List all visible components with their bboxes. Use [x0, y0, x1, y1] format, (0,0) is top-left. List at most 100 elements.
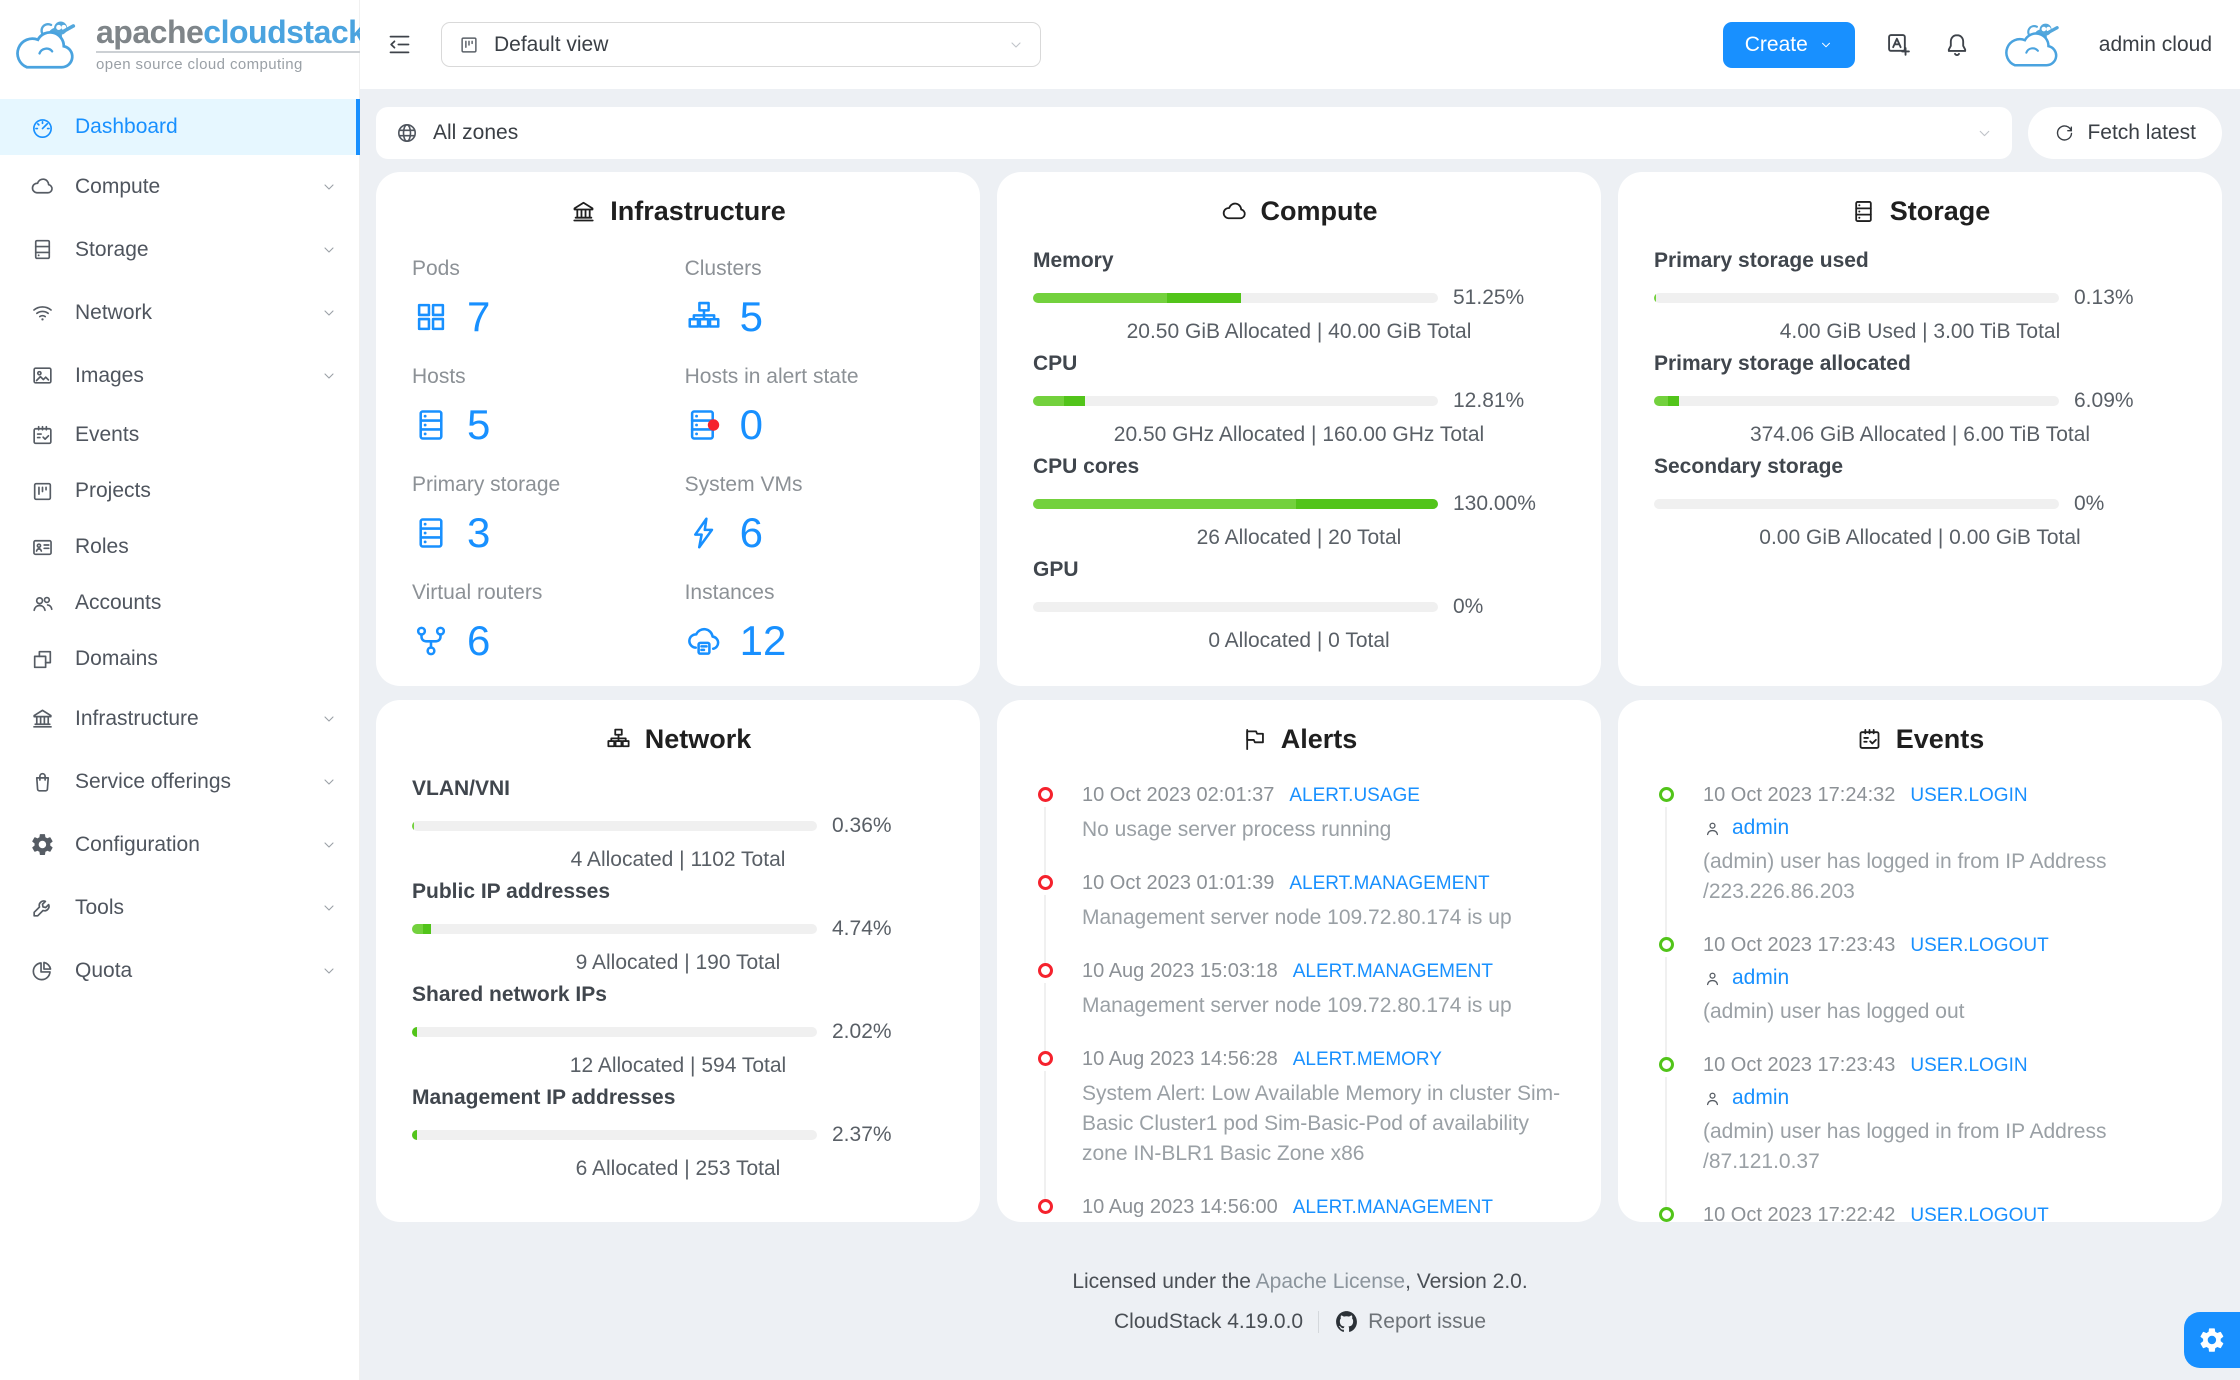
chevron-down-icon: [321, 242, 337, 258]
sidebar-item-roles[interactable]: Roles: [0, 519, 359, 575]
sidebar-item-images[interactable]: Images: [0, 344, 359, 407]
stat-value[interactable]: 0: [685, 404, 763, 446]
brand-logo[interactable]: apachecloudstack™ open source cloud comp…: [0, 0, 378, 89]
username[interactable]: admin cloud: [2098, 32, 2212, 56]
topbar-actions: Create admin cloud: [1722, 20, 2212, 70]
timeline-user[interactable]: admin: [1703, 966, 2186, 990]
settings-fab-button[interactable]: [2184, 1312, 2240, 1368]
license-suffix: , Version 2.0.: [1405, 1270, 1528, 1293]
user-link[interactable]: admin: [1732, 816, 1790, 839]
timeline-tag-link[interactable]: ALERT.MANAGEMENT: [1292, 1197, 1493, 1218]
sidebar-item-storage[interactable]: Storage: [0, 218, 359, 281]
user-link[interactable]: admin: [1732, 966, 1790, 989]
stat-value[interactable]: 6: [412, 620, 490, 662]
fetch-latest-button[interactable]: Fetch latest: [2028, 107, 2222, 159]
cloud-icon: [1221, 198, 1248, 225]
sidebar-item-configuration[interactable]: Configuration: [0, 813, 359, 876]
sidebar-item-dashboard[interactable]: Dashboard: [0, 99, 360, 155]
progress-bar: [412, 1130, 817, 1140]
metric-cpu-cores: CPU cores 130.00% 26 Allocated | 20 Tota…: [1033, 455, 1565, 550]
zone-select[interactable]: All zones: [376, 107, 2013, 159]
sidebar-item-projects[interactable]: Projects: [0, 463, 359, 519]
timeline-dot-icon: [1038, 787, 1053, 802]
network-card: Network VLAN/VNI 0.36% 4 Allocated | 110…: [376, 700, 980, 1222]
timeline-tag-link[interactable]: ALERT.MANAGEMENT: [1289, 873, 1490, 894]
metric-label: Management IP addresses: [412, 1086, 676, 1109]
database-icon: [1850, 198, 1877, 225]
sidebar-item-network[interactable]: Network: [0, 281, 359, 344]
timeline-user[interactable]: admin: [1703, 1086, 2186, 1110]
metric-label: GPU: [1033, 558, 1079, 581]
sidebar-item-domains[interactable]: Domains: [0, 631, 359, 687]
sidebar-item-compute[interactable]: Compute: [0, 155, 359, 218]
menu-fold-icon[interactable]: [386, 31, 413, 58]
network-card-title: Network: [412, 724, 944, 755]
apache-license-link[interactable]: Apache License: [1255, 1270, 1406, 1293]
timeline-tag-link[interactable]: ALERT.MEMORY: [1292, 1049, 1442, 1070]
sidebar-item-label: Service offerings: [75, 769, 232, 793]
timeline-dot-icon: [1659, 1057, 1674, 1072]
progress-bar: [1033, 293, 1438, 303]
report-issue-link[interactable]: Report issue: [1334, 1309, 1486, 1334]
stat-value[interactable]: 5: [412, 404, 490, 446]
stat-hosts-in-alert-state: Hosts in alert state 0: [685, 365, 944, 446]
progress-bar: [1654, 499, 2059, 509]
metric-public-ip-addresses: Public IP addresses 4.74% 9 Allocated | …: [412, 880, 944, 975]
progress-bar: [412, 924, 817, 934]
progress-bar: [1033, 396, 1438, 406]
appstore-icon: [412, 298, 450, 336]
stat-value[interactable]: 3: [412, 512, 490, 554]
notifications-bell-icon[interactable]: [1943, 31, 1971, 59]
progress-fill: [412, 821, 415, 831]
chevron-down-icon: [321, 305, 337, 321]
view-select[interactable]: Default view: [441, 22, 1041, 67]
timeline-tag-link[interactable]: USER.LOGIN: [1910, 785, 2028, 806]
stat-clusters: Clusters 5: [685, 257, 944, 338]
stat-label: Clusters: [684, 257, 762, 280]
sidebar-item-infrastructure[interactable]: Infrastructure: [0, 687, 359, 750]
stat-hosts: Hosts 5: [412, 365, 677, 446]
timeline-tag-link[interactable]: ALERT.USAGE: [1289, 785, 1420, 806]
chevron-down-icon: [1819, 38, 1833, 52]
sidebar-item-service-offerings[interactable]: Service offerings: [0, 750, 359, 813]
timeline-tag-link[interactable]: USER.LOGOUT: [1910, 935, 2049, 956]
schedule-icon: [30, 423, 55, 448]
footer: Licensed under the Apache License, Versi…: [360, 1222, 2240, 1334]
stat-pods: Pods 7: [412, 257, 677, 338]
timeline-tag-link[interactable]: ALERT.MANAGEMENT: [1292, 961, 1493, 982]
timeline-time: 10 Oct 2023 17:24:32: [1703, 784, 1896, 806]
timeline-tag-link[interactable]: USER.LOGOUT: [1910, 1205, 2049, 1222]
user-icon: [1703, 819, 1722, 838]
metric-percent: 0.13%: [2074, 286, 2134, 309]
timeline-tag-link[interactable]: USER.LOGIN: [1910, 1055, 2028, 1076]
storage-card-title: Storage: [1654, 196, 2186, 227]
metric-label: Primary storage used: [1654, 249, 1869, 272]
create-button[interactable]: Create: [1722, 21, 1855, 68]
stat-value[interactable]: 12: [685, 620, 786, 662]
user-icon: [1703, 1089, 1722, 1108]
metric-label: Secondary storage: [1654, 455, 1844, 478]
stat-value[interactable]: 5: [685, 296, 763, 338]
metric-management-ip-addresses: Management IP addresses 2.37% 6 Allocate…: [412, 1086, 944, 1181]
sidebar-item-accounts[interactable]: Accounts: [0, 575, 359, 631]
stat-value[interactable]: 6: [685, 512, 763, 554]
chevron-down-icon: [1008, 37, 1024, 53]
timeline-user[interactable]: admin: [1703, 816, 2186, 840]
user-link[interactable]: admin: [1732, 1086, 1790, 1109]
stat-instances: Instances 12: [685, 581, 944, 662]
sidebar-item-tools[interactable]: Tools: [0, 876, 359, 939]
timeline-description: Management server node 109.72.80.174 is …: [1082, 994, 1512, 1017]
license-prefix: Licensed under the: [1072, 1270, 1256, 1293]
translate-icon[interactable]: [1885, 31, 1913, 59]
sidebar-item-label: Events: [75, 423, 140, 446]
version-label: CloudStack 4.19.0.0: [1113, 1309, 1304, 1333]
alert-item: 10 Aug 2023 14:56:00 ALERT.MANAGEMENT: [1038, 1195, 1565, 1222]
sidebar-item-events[interactable]: Events: [0, 407, 359, 463]
progress-fill: [1033, 396, 1065, 406]
compute-card: Compute Memory 51.25% 20.50 GiB Allocate…: [997, 172, 1601, 686]
github-icon: [1334, 1309, 1359, 1334]
sidebar-item-quota[interactable]: Quota: [0, 939, 359, 1002]
timeline-time: 10 Aug 2023 15:03:18: [1082, 960, 1278, 982]
avatar[interactable]: [2001, 20, 2069, 70]
stat-value[interactable]: 7: [412, 296, 490, 338]
